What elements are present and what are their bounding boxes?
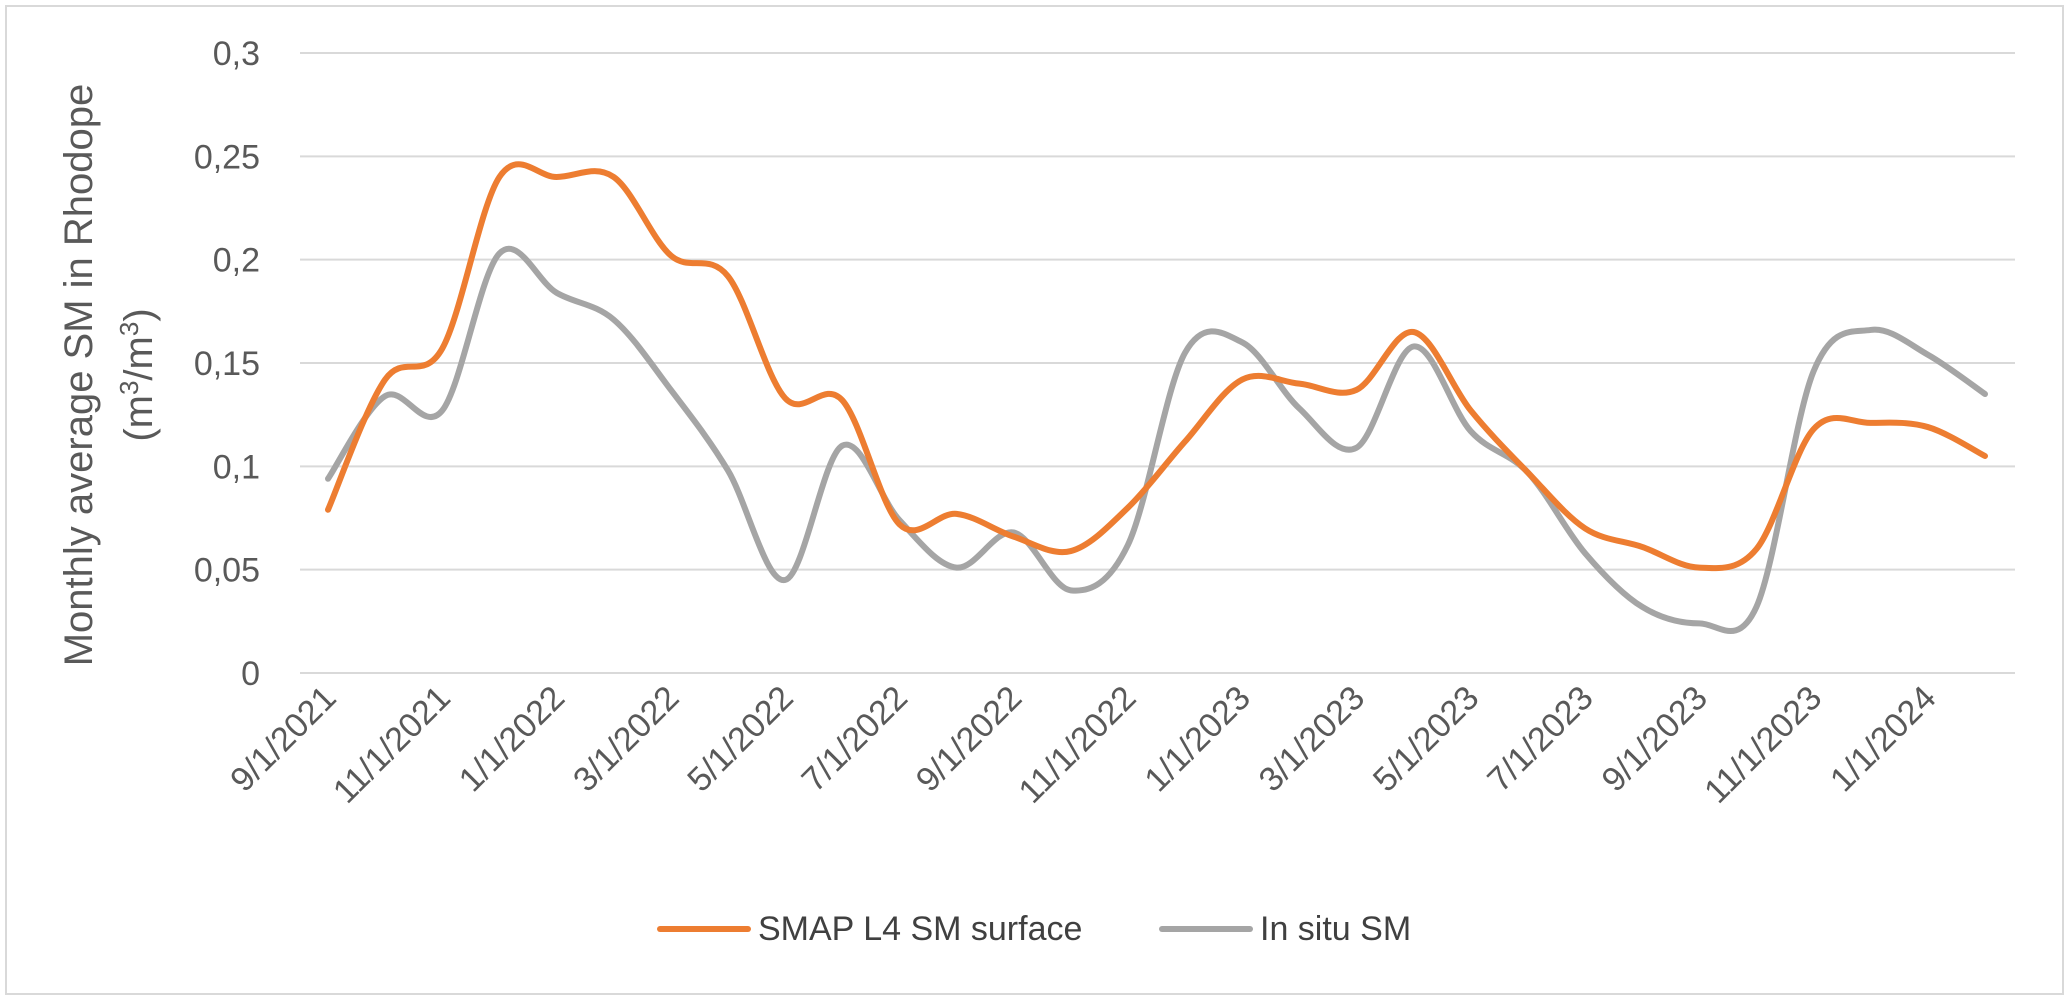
series-line-insitu <box>325 245 1988 634</box>
series-lines <box>325 161 1988 634</box>
y-tick-label: 0,3 <box>213 35 260 73</box>
y-axis-title: Monthly average SM in Rhodope (m3/m3) <box>57 84 161 667</box>
y-axis-title-unit-sup2: 3 <box>114 322 144 336</box>
y-tick-label: 0,25 <box>194 138 260 176</box>
y-axis-title-unit-part1: (m <box>117 395 161 442</box>
gridlines <box>300 52 2015 674</box>
legend-label-insitu: In situ SM <box>1260 910 1411 948</box>
x-tick-label: 9/1/2022 <box>909 679 1029 799</box>
y-tick-label: 0,2 <box>213 242 260 280</box>
x-tick-label: 9/1/2021 <box>223 679 343 799</box>
y-tick-label: 0,05 <box>194 552 260 590</box>
y-axis-title-unit-part2: /m <box>117 336 161 380</box>
x-tick-label: 5/1/2022 <box>680 679 800 799</box>
y-axis-title-unit-sup1: 3 <box>114 381 144 395</box>
legend-label-smap: SMAP L4 SM surface <box>758 910 1082 948</box>
y-tick-label: 0,15 <box>194 345 260 383</box>
y-axis-ticks: 0 0,05 0,1 0,15 0,2 0,25 0,3 <box>194 35 260 693</box>
x-tick-label: 11/1/2023 <box>1697 679 1829 811</box>
x-axis-ticks: 9/1/202111/1/20211/1/20223/1/20225/1/202… <box>223 679 1943 811</box>
x-tick-label: 11/1/2022 <box>1012 679 1144 811</box>
x-tick-label: 3/1/2022 <box>566 679 686 799</box>
x-tick-label: 7/1/2023 <box>1480 679 1600 799</box>
x-tick-label: 1/1/2022 <box>452 679 572 799</box>
x-tick-label: 9/1/2023 <box>1595 679 1715 799</box>
x-tick-label: 5/1/2023 <box>1366 679 1486 799</box>
x-tick-label: 1/1/2023 <box>1137 679 1257 799</box>
y-tick-label: 0 <box>241 655 260 693</box>
y-axis-title-unit-part3: ) <box>117 308 161 321</box>
x-tick-label: 11/1/2021 <box>326 679 458 811</box>
series-line-smap <box>325 161 1988 572</box>
x-tick-label: 3/1/2023 <box>1252 679 1372 799</box>
x-tick-label: 7/1/2022 <box>795 679 915 799</box>
y-axis-title-line1: Monthly average SM in Rhodope <box>57 84 101 667</box>
y-axis-title-line2: (m3/m3) <box>114 308 161 441</box>
chart-frame <box>5 5 2064 995</box>
legend: SMAP L4 SM surface In situ SM <box>657 910 1411 948</box>
y-tick-label: 0,1 <box>213 448 260 486</box>
x-tick-label: 1/1/2024 <box>1823 679 1943 799</box>
